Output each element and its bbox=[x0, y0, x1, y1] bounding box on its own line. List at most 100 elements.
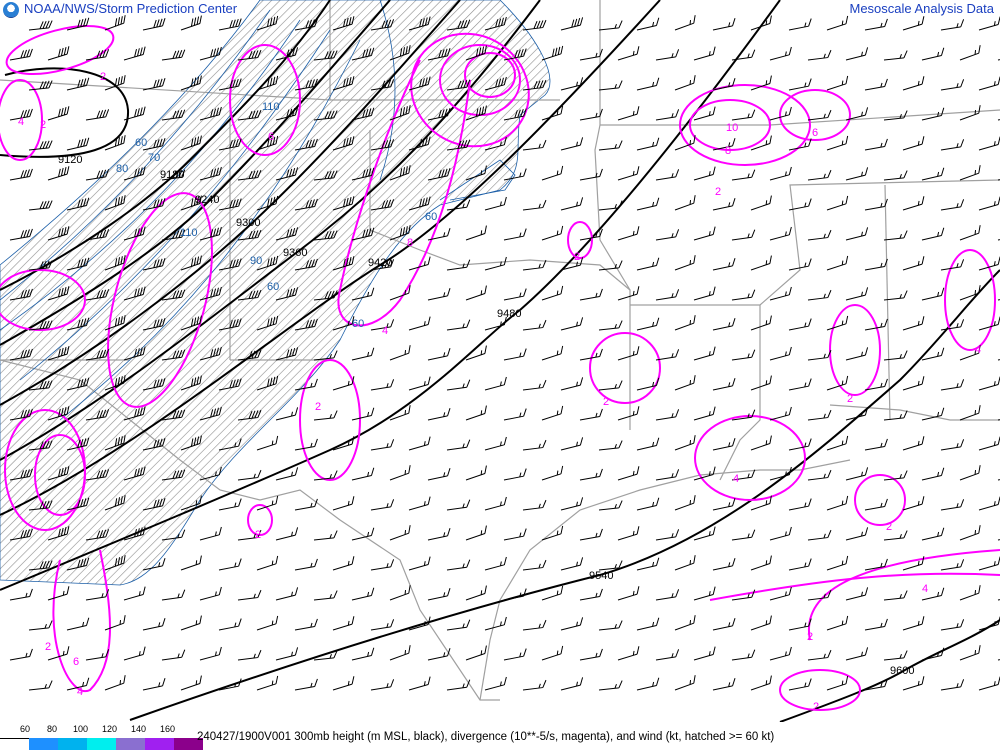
wind-barb bbox=[313, 350, 338, 361]
wind-barb bbox=[902, 316, 925, 331]
wind-barb bbox=[731, 229, 756, 241]
wind-barb bbox=[674, 15, 696, 31]
wind-barb bbox=[788, 678, 812, 691]
wind-barb bbox=[275, 287, 299, 301]
wind-barb bbox=[522, 439, 547, 451]
legend-tick: 80 bbox=[47, 724, 58, 734]
wind-barb bbox=[750, 495, 772, 511]
isotach-label: 70 bbox=[148, 152, 160, 164]
wind-barb bbox=[845, 587, 869, 601]
wind-barb bbox=[902, 376, 925, 391]
wind-barb bbox=[484, 136, 507, 151]
wind-barb bbox=[826, 435, 849, 451]
wind-barb bbox=[427, 348, 451, 361]
wind-barb bbox=[294, 78, 318, 91]
wind-barb bbox=[579, 48, 603, 61]
wind-barb bbox=[47, 106, 70, 121]
wind-barb bbox=[541, 165, 564, 181]
wind-barb bbox=[864, 498, 888, 511]
wind-barb bbox=[47, 46, 70, 61]
wind-barb bbox=[826, 75, 849, 91]
header-title: NOAA/NWS/Storm Prediction Center bbox=[24, 1, 238, 16]
wind-barb bbox=[541, 465, 564, 481]
legend-color-box bbox=[87, 738, 116, 750]
wind-barb bbox=[28, 320, 53, 331]
wind-barb bbox=[750, 75, 772, 91]
wind-barb bbox=[712, 438, 736, 451]
wind-barb bbox=[845, 467, 869, 481]
wind-barb bbox=[313, 170, 338, 181]
wind-barb bbox=[66, 617, 90, 631]
wind-barb bbox=[465, 225, 487, 241]
wind-barb bbox=[750, 375, 772, 391]
wind-barb bbox=[484, 436, 507, 451]
wind-barb bbox=[769, 346, 792, 361]
wind-barb bbox=[28, 440, 53, 451]
wind-barb bbox=[883, 470, 908, 481]
wind-barb bbox=[294, 438, 318, 451]
wind-barb bbox=[294, 378, 318, 391]
wind-barb bbox=[712, 318, 736, 331]
wind-barb bbox=[579, 168, 603, 181]
wind-barb bbox=[807, 289, 832, 301]
wind-barb bbox=[85, 289, 110, 301]
wind-barb bbox=[275, 347, 299, 361]
wind-barb bbox=[883, 410, 908, 421]
wind-barb bbox=[446, 499, 471, 511]
wind-barb bbox=[123, 406, 146, 421]
divergence-label: 6 bbox=[268, 131, 274, 143]
legend-color-box bbox=[58, 738, 87, 750]
wind-barb bbox=[845, 347, 869, 361]
wind-barb bbox=[351, 47, 375, 61]
wind-barbs bbox=[9, 15, 1000, 691]
wind-barb bbox=[807, 649, 832, 661]
wind-barb bbox=[598, 20, 623, 31]
wind-barb bbox=[769, 646, 792, 661]
wind-barb bbox=[579, 408, 603, 421]
wind-barb bbox=[617, 226, 640, 241]
wind-barb bbox=[237, 469, 262, 481]
wind-barb bbox=[883, 50, 908, 61]
wind-barb bbox=[66, 497, 90, 511]
wind-barb bbox=[142, 678, 166, 691]
wind-barb bbox=[199, 586, 222, 601]
wind-barb bbox=[807, 529, 832, 541]
wind-barb bbox=[161, 409, 186, 421]
wind-barb bbox=[313, 470, 338, 481]
wind-barb bbox=[826, 255, 849, 271]
wind-barb bbox=[351, 587, 375, 601]
wind-barb bbox=[47, 406, 70, 421]
height-label: 9480 bbox=[497, 308, 521, 320]
wind-barb bbox=[674, 615, 696, 631]
wind-barb bbox=[826, 375, 849, 391]
wind-barb bbox=[256, 495, 279, 511]
wind-barb bbox=[959, 225, 981, 241]
wind-barb bbox=[427, 468, 451, 481]
wind-barb bbox=[218, 678, 242, 691]
wind-barb bbox=[9, 588, 33, 601]
wind-barb bbox=[959, 525, 981, 541]
wind-barb bbox=[693, 646, 716, 661]
divergence-label: 2 bbox=[40, 119, 46, 131]
wind-barb bbox=[484, 676, 507, 691]
wind-barb bbox=[256, 15, 279, 31]
wind-barb bbox=[598, 500, 623, 511]
wind-barb bbox=[788, 498, 812, 511]
wind-barb bbox=[693, 226, 716, 241]
wind-barb bbox=[256, 375, 279, 391]
wind-barb bbox=[522, 379, 547, 391]
wind-barb bbox=[28, 200, 53, 211]
isotach-label: 60 bbox=[267, 281, 279, 293]
wind-barb bbox=[617, 646, 640, 661]
wind-barb bbox=[180, 135, 202, 151]
isotach-label: 80 bbox=[116, 163, 128, 175]
wind-barb bbox=[503, 588, 527, 601]
wind-barb bbox=[541, 645, 564, 661]
wind-barb bbox=[180, 195, 202, 211]
wind-barb bbox=[123, 106, 146, 121]
isotach-label: 60 bbox=[135, 137, 147, 149]
divergence-label: 4 bbox=[922, 583, 928, 595]
wind-barb bbox=[142, 618, 166, 631]
wind-barb bbox=[332, 376, 355, 391]
